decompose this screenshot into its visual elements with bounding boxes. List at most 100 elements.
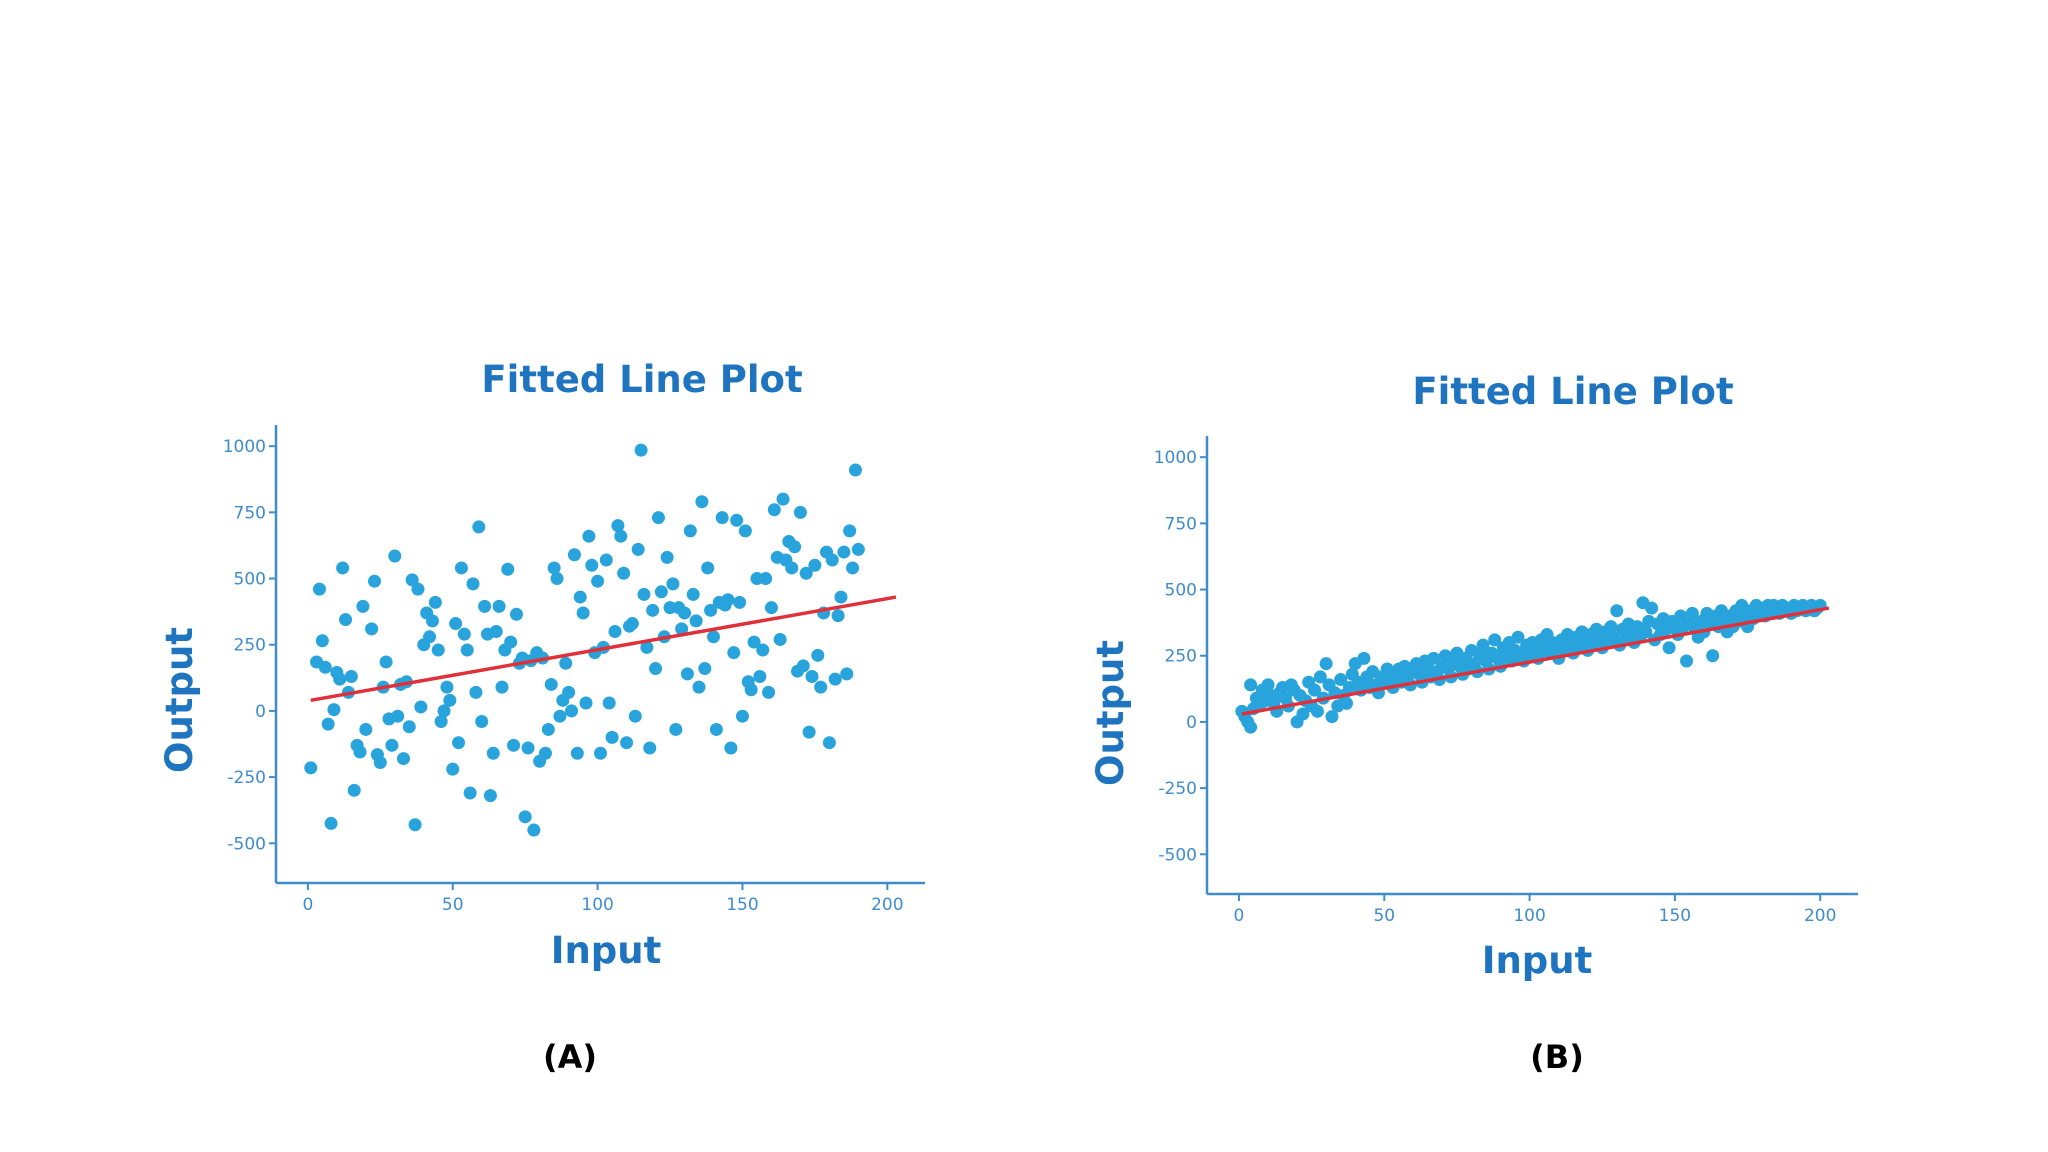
data-point (698, 662, 712, 676)
data-point (828, 672, 842, 686)
data-point (425, 614, 439, 628)
data-point (625, 617, 639, 631)
data-point (396, 752, 410, 766)
data-point (388, 549, 402, 563)
data-point (1476, 638, 1490, 652)
data-point (678, 606, 692, 620)
data-point (1357, 651, 1371, 665)
data-point (1685, 606, 1699, 620)
data-point (391, 709, 405, 723)
data-point (840, 667, 854, 681)
data-point (356, 599, 370, 613)
y-axis-title: Output (158, 627, 201, 773)
data-point (1645, 601, 1659, 615)
data-point (466, 577, 480, 591)
data-point (669, 722, 683, 736)
data-point (695, 495, 709, 509)
data-point (617, 566, 631, 580)
data-point (463, 786, 477, 800)
data-point (1706, 649, 1720, 663)
x-tick-label: 0 (302, 895, 313, 915)
data-point (327, 703, 341, 717)
panel-label-b: (B) (1530, 1038, 1584, 1076)
y-tick-label: 750 (234, 503, 266, 523)
data-point (649, 662, 663, 676)
data-point (706, 630, 720, 644)
data-point (634, 443, 648, 457)
y-tick-label: 500 (234, 570, 266, 590)
data-point (446, 762, 460, 776)
x-tick-label: 100 (581, 895, 613, 915)
data-point (843, 524, 857, 538)
data-point (799, 566, 813, 580)
data-point (666, 577, 680, 591)
data-point (472, 520, 486, 534)
data-point (544, 677, 558, 691)
x-axis-title: Input (551, 929, 662, 972)
y-tick-label: 750 (1165, 514, 1197, 534)
data-point (585, 558, 599, 572)
data-point (423, 630, 437, 644)
data-point (368, 574, 382, 588)
data-point (735, 709, 749, 723)
data-point (637, 587, 651, 601)
y-tick-label: 500 (1165, 581, 1197, 601)
y-tick-label: 1000 (223, 437, 266, 457)
data-point (692, 680, 706, 694)
data-point (1308, 683, 1322, 697)
data-point (660, 550, 674, 564)
data-point (527, 823, 541, 837)
data-point (550, 572, 564, 586)
x-tick-label: 200 (1804, 906, 1836, 926)
data-point (848, 463, 862, 477)
data-point (808, 558, 822, 572)
data-point (646, 603, 660, 617)
data-point (353, 745, 367, 759)
data-point (321, 717, 335, 731)
data-point (579, 696, 593, 710)
data-point (1325, 710, 1339, 724)
data-point (738, 524, 752, 538)
y-tick-label: 0 (1186, 713, 1197, 733)
data-point (620, 736, 634, 750)
data-point (312, 582, 326, 596)
data-point (469, 685, 483, 699)
x-tick-label: 50 (1373, 906, 1395, 926)
data-point (1340, 696, 1353, 710)
data-point (654, 585, 668, 599)
data-point (1511, 630, 1525, 644)
data-point (788, 540, 802, 554)
data-point (753, 670, 767, 684)
data-point (773, 632, 787, 646)
data-point (385, 738, 399, 752)
data-point (428, 595, 442, 609)
data-point (379, 655, 393, 669)
data-point (565, 704, 579, 718)
data-point (562, 685, 576, 699)
data-point (344, 670, 358, 684)
data-point (683, 524, 697, 538)
x-tick-label: 150 (726, 895, 758, 915)
data-point (538, 746, 552, 760)
data-point (591, 574, 605, 588)
data-point (837, 545, 851, 559)
data-point (567, 548, 581, 562)
data-point (1680, 654, 1694, 668)
chart-a: 1000 750 500 250 0 -250 -500 0 50 100 150 200 Fitted… (158, 358, 925, 1076)
data-point (709, 722, 723, 736)
data-point (359, 722, 373, 736)
data-point (431, 643, 445, 657)
data-point (701, 561, 715, 575)
data-point (1296, 707, 1310, 721)
data-point (605, 730, 619, 744)
data-point (1310, 704, 1324, 718)
data-point (440, 680, 454, 694)
x-tick-label: 50 (442, 895, 464, 915)
data-point (454, 561, 468, 575)
y-axis-title: Output (1089, 640, 1132, 786)
data-point (834, 590, 848, 604)
data-point (675, 622, 689, 636)
chart-b: 1000 750 500 250 0 -250 -500 0 50 100 150 200 Fitted… (1089, 370, 1858, 1076)
data-point (573, 590, 587, 604)
data-point (759, 572, 773, 586)
